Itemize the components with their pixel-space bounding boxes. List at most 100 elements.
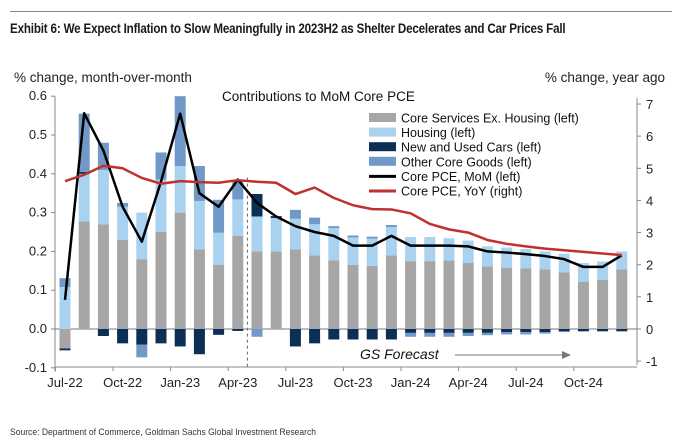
bar-core-services <box>97 224 109 329</box>
x-tick-label: Apr-23 <box>218 375 257 390</box>
legend-label: Housing (left) <box>401 126 475 140</box>
bar-other-goods <box>174 96 186 167</box>
bar-cars <box>520 329 532 333</box>
bar-cars <box>481 329 493 333</box>
left-tick-label: 0.0 <box>29 321 47 336</box>
bar-cars <box>616 329 628 332</box>
bar-other-goods <box>501 332 513 335</box>
bar-core-services <box>577 281 589 329</box>
bar-other-goods <box>213 199 225 233</box>
bar-cars <box>136 329 148 345</box>
bar-core-services <box>443 260 455 329</box>
bar-other-goods <box>232 180 244 200</box>
right-tick-label: 0 <box>646 322 653 337</box>
left-tick-label: 0.2 <box>29 243 47 258</box>
bar-core-services <box>558 272 570 329</box>
x-tick-label: Oct-23 <box>333 375 372 390</box>
bar-other-goods <box>136 344 148 358</box>
legend-swatch <box>369 127 396 137</box>
bar-housing <box>155 179 167 232</box>
bar-cars <box>424 329 436 333</box>
bar-cars <box>501 329 513 333</box>
bar-housing <box>59 287 71 329</box>
bar-cars <box>328 329 340 340</box>
legend-label: Other Core Goods (left) <box>401 155 532 169</box>
legend-label: New and Used Cars (left) <box>401 141 541 155</box>
bar-housing <box>539 251 551 270</box>
bar-core-services <box>385 255 397 329</box>
bar-cars <box>78 171 90 174</box>
bar-housing <box>117 206 129 240</box>
bar-other-goods <box>405 332 417 337</box>
bar-housing <box>385 226 397 256</box>
left-tick-label: 0.4 <box>29 166 47 181</box>
left-tick-label: 0.3 <box>29 205 47 220</box>
x-tick-label: Apr-24 <box>449 375 488 390</box>
bar-other-goods <box>462 332 474 336</box>
bar-cars <box>443 329 455 333</box>
bar-housing <box>616 251 628 270</box>
top-rule <box>10 11 672 12</box>
bar-other-goods <box>424 332 436 337</box>
bar-other-goods <box>193 166 205 201</box>
bar-cars <box>289 329 301 347</box>
bar-core-services <box>309 255 321 329</box>
bar-housing <box>309 224 321 256</box>
bar-cars <box>193 329 205 355</box>
bar-core-services <box>251 251 263 329</box>
right-axis-title: % change, year ago <box>545 70 665 85</box>
bar-cars <box>597 329 609 332</box>
bar-core-services <box>136 259 148 329</box>
bar-housing <box>213 232 225 265</box>
bar-core-services <box>155 232 167 329</box>
bar-housing <box>78 173 90 222</box>
x-tick-label: Jul-22 <box>47 375 82 390</box>
bar-other-goods <box>481 332 493 336</box>
line-core-pce-mom <box>63 112 623 301</box>
bar-core-services <box>232 235 244 329</box>
bar-housing <box>481 246 493 267</box>
bar-cars <box>155 329 167 344</box>
left-tick-label: 0.5 <box>29 127 47 142</box>
left-tick-label: -0.1 <box>25 360 47 375</box>
bar-core-services <box>270 251 282 329</box>
bar-other-goods <box>59 278 71 288</box>
bar-other-goods <box>78 113 90 172</box>
bar-other-goods <box>155 152 167 180</box>
bar-cars <box>385 329 397 340</box>
bar-cars <box>251 193 263 217</box>
bar-housing <box>136 212 148 260</box>
bar-core-services <box>597 279 609 329</box>
bar-core-services <box>328 260 340 329</box>
bar-other-goods <box>366 236 378 239</box>
bar-housing <box>558 253 570 273</box>
bar-housing <box>424 237 436 262</box>
x-tick-label: Jul-23 <box>278 375 313 390</box>
bar-core-services <box>481 266 493 329</box>
bar-housing <box>405 237 417 262</box>
right-tick-label: 7 <box>646 97 653 112</box>
x-tick-label: Jan-23 <box>160 375 200 390</box>
bar-housing <box>366 238 378 266</box>
x-tick-label: Jan-24 <box>391 375 431 390</box>
bar-cars <box>539 329 551 333</box>
bar-other-goods <box>520 332 532 335</box>
bar-housing <box>577 263 589 282</box>
bar-other-goods <box>251 329 263 337</box>
forecast-arrow-head <box>562 351 571 359</box>
bar-housing <box>289 218 301 250</box>
bar-core-services <box>213 264 225 329</box>
bar-cars <box>232 329 244 331</box>
bar-core-services <box>405 261 417 329</box>
bar-core-services <box>289 249 301 329</box>
bar-other-goods <box>97 142 109 170</box>
bar-core-services <box>117 239 129 329</box>
legend-label: Core PCE, MoM (left) <box>401 170 520 184</box>
line-core-pce-yoy <box>64 164 622 257</box>
bar-core-services <box>347 264 359 329</box>
legend-swatch <box>369 142 396 152</box>
bar-cars <box>117 329 129 344</box>
right-tick-label: 2 <box>646 258 653 273</box>
bar-cars <box>309 329 321 344</box>
